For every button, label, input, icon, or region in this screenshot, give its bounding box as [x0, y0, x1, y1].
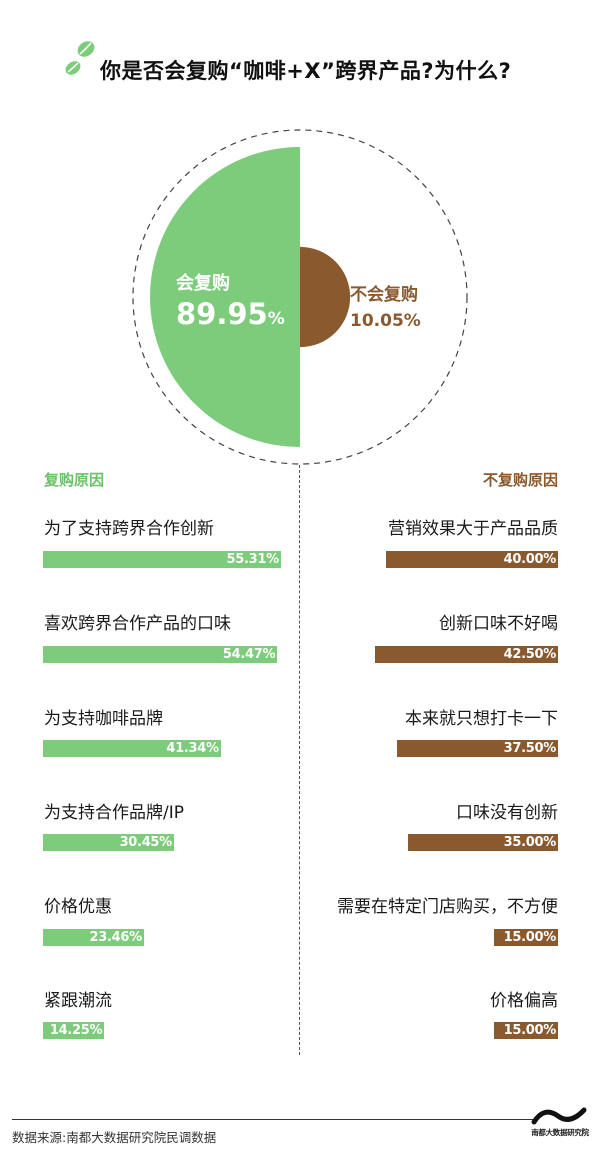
reason-label: 价格偏高 [490, 991, 558, 1011]
reason-bar: 15.00% [493, 1022, 558, 1039]
reason-bar: 41.34% [43, 740, 221, 757]
pie-value-repurchase: 89.95% [176, 297, 285, 331]
reason-bar: 40.00% [386, 551, 558, 568]
chart-title: 你是否会复购“咖啡+X”跨界产品?为什么? [100, 59, 512, 83]
reason-label: 创新口味不好喝 [439, 614, 558, 634]
pie-label-repurchase: 会复购 [176, 272, 230, 294]
reason-bar: 37.50% [396, 740, 558, 757]
reason-bar: 55.31% [43, 551, 281, 568]
brand-name: 南都大数据研究院 [531, 1128, 589, 1137]
reason-label: 营销效果大于产品品质 [388, 519, 558, 539]
reason-label: 为支持咖啡品牌 [44, 709, 163, 729]
reason-label: 价格优惠 [44, 897, 112, 917]
repurchase-pie-chart: 会复购 89.95% 不会复购 10.05% [132, 129, 468, 465]
reason-label: 紧跟潮流 [44, 991, 112, 1011]
reason-bar: 42.50% [375, 646, 558, 663]
repurchase-reasons-heading: 复购原因 [44, 471, 105, 489]
pie-slice-no-repurchase [300, 246, 351, 348]
footer-rule [12, 1119, 534, 1120]
nandu-wave-icon [531, 1107, 587, 1125]
pie-slice-repurchase [150, 146, 300, 448]
reason-label: 口味没有创新 [456, 803, 558, 823]
no-repurchase-reasons-heading: 不复购原因 [482, 471, 558, 489]
reason-label: 为了支持跨界合作创新 [44, 519, 214, 539]
reason-bar: 54.47% [43, 646, 278, 663]
reason-label: 喜欢跨界合作产品的口味 [44, 614, 231, 634]
coffee-beans-icon [65, 41, 95, 75]
reason-bar: 35.00% [407, 834, 558, 851]
center-divider [299, 465, 300, 1055]
reason-label: 需要在特定门店购买，不方便 [337, 897, 558, 917]
reason-bar: 14.25% [43, 1022, 105, 1039]
reason-bar: 30.45% [43, 834, 174, 851]
reason-label: 为支持合作品牌/IP [44, 803, 184, 823]
reason-bar: 23.46% [43, 929, 144, 946]
reason-bar: 15.00% [493, 929, 558, 946]
reason-label: 本来就只想打卡一下 [405, 709, 558, 729]
pie-label-no-repurchase: 不会复购 [350, 284, 418, 305]
pie-value-no-repurchase: 10.05% [350, 311, 421, 331]
pie-outline-circle [132, 129, 468, 465]
data-source-note: 数据来源:南都大数据研究院民调数据 [12, 1130, 217, 1145]
